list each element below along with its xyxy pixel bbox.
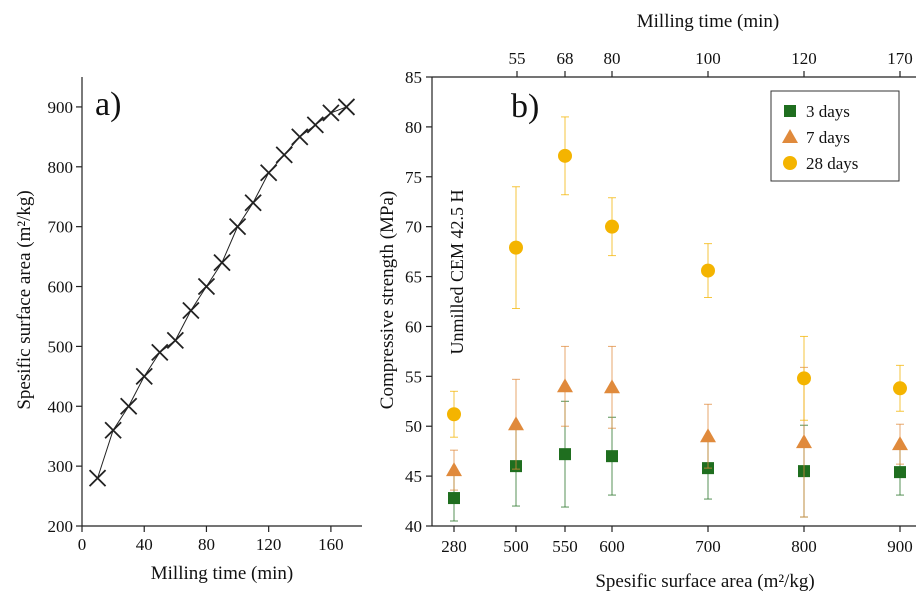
- panel-a-data-point: [104, 421, 122, 439]
- panel-a-series-line: [97, 106, 347, 479]
- panel-a-data-point: [275, 146, 293, 164]
- panel-b-data-point: [894, 466, 906, 479]
- panel-a-label: a): [95, 86, 121, 123]
- panel-b-data-point: [606, 450, 618, 463]
- panel-b-x-tick-label: 800: [791, 537, 817, 556]
- panel-b-chart: 40 45 50 55 60 65 70 75 80 85 280 500 550 600 700 800 90…: [377, 11, 916, 592]
- panel-b-data-point: [447, 407, 461, 422]
- panel-b-data-point: [605, 219, 619, 234]
- panel-a-data-point: [166, 331, 184, 350]
- panel-b-y-tick-label: 40: [405, 517, 422, 536]
- panel-b-y-tick-label: 60: [405, 317, 422, 336]
- panel-b-data-point: [559, 448, 571, 461]
- legend-marker: [782, 129, 798, 143]
- panel-a-data-point: [260, 164, 278, 182]
- panel-b-data-point: [604, 379, 620, 394]
- panel-a-y-axis-title: Spesific surface area (m²/kg): [14, 190, 35, 409]
- panel-b-data-point: [557, 378, 573, 393]
- panel-b-x-tick-label: 500: [503, 537, 529, 556]
- panel-a-data-point: [291, 128, 309, 146]
- panel-a-x-tick-label: 0: [78, 535, 87, 554]
- panel-b-data-point: [446, 462, 462, 477]
- panel-a-data-point: [337, 98, 356, 116]
- panel-b-top-tick-label: 100: [695, 49, 721, 68]
- panel-a-x-tick-label: 160: [318, 535, 344, 554]
- panel-a-x-tick-label: 40: [136, 535, 153, 554]
- legend-entry-label: 7 days: [806, 128, 850, 147]
- panel-b-x-tick-label: 900: [887, 537, 913, 556]
- panel-b-data-point: [892, 436, 908, 451]
- panel-a-data-point: [244, 194, 262, 212]
- panel-a-data-point: [228, 218, 247, 236]
- panel-a-y-tick-label: 300: [48, 457, 74, 476]
- panel-a-data-point: [151, 343, 169, 362]
- panel-a-y-tick-label: 200: [48, 517, 74, 536]
- panel-b-y-tick-label: 85: [405, 68, 422, 87]
- panel-a-y-tick-label: 900: [48, 98, 74, 117]
- panel-b-top-tick-label: 170: [887, 49, 913, 68]
- legend-marker: [783, 156, 797, 170]
- panel-a-x-axis-title: Milling time (min): [151, 563, 294, 584]
- panel-b-top-tick-label: 120: [791, 49, 817, 68]
- panel-b-y-tick-label: 55: [405, 367, 422, 386]
- panel-b-data-point: [893, 381, 907, 396]
- panel-a-y-tick-label: 600: [48, 278, 74, 297]
- panel-b-x-axis-title: Spesific surface area (m²/kg): [595, 571, 814, 592]
- panel-b-x-tick-label: 700: [695, 537, 721, 556]
- panel-b-data-point: [701, 263, 715, 278]
- panel-a-data-point: [197, 277, 216, 296]
- panel-b-y-tick-label: 80: [405, 118, 422, 137]
- panel-b-x-tick-label: 600: [599, 537, 625, 556]
- panel-b-data-point: [508, 416, 524, 431]
- panel-b-label: b): [511, 88, 539, 125]
- panel-a-y-tick-label: 700: [48, 218, 74, 237]
- panel-b-y-tick-label: 45: [405, 467, 422, 486]
- panel-b-y-axis-title: Compressive strength (MPa): [377, 191, 398, 409]
- panel-b-data-point: [448, 492, 460, 505]
- panel-b-y-tick-label: 75: [405, 168, 422, 187]
- panel-a-data-point: [182, 301, 200, 320]
- panel-a-y-tick-label: 800: [48, 158, 74, 177]
- panel-b-top-tick-label: 80: [604, 49, 621, 68]
- panel-a-data-point: [306, 116, 324, 134]
- legend-marker: [784, 105, 796, 117]
- panel-a-data-point: [120, 397, 138, 415]
- panel-a-x-tick-label: 120: [256, 535, 282, 554]
- panel-b-top-tick-label: 68: [557, 49, 574, 68]
- panel-b-data-point: [797, 371, 811, 386]
- panel-b-data-point: [796, 434, 812, 449]
- panel-b-data-point: [509, 240, 523, 255]
- panel-a-data-point: [88, 469, 107, 487]
- panel-b-top-axis-title: Milling time (min): [637, 11, 780, 32]
- panel-a-x-tick-label: 80: [198, 535, 215, 554]
- legend-entry-label: 3 days: [806, 102, 850, 121]
- panel-b-top-tick-label: 55: [509, 49, 526, 68]
- unmilled-cem-annotation: Unmilled CEM 42.5 H: [447, 190, 467, 355]
- panel-a-data-point: [213, 253, 231, 272]
- panel-a-data-point: [322, 104, 340, 122]
- panel-b-y-tick-label: 50: [405, 417, 422, 436]
- panel-b-data-point: [558, 148, 572, 163]
- panel-b-y-tick-label: 65: [405, 268, 422, 287]
- panel-a-y-tick-label: 400: [48, 397, 74, 416]
- panel-b-legend: 3 days 7 days 28 days: [770, 90, 900, 182]
- panel-a-y-tick-label: 500: [48, 337, 74, 356]
- panel-b-x-tick-label: 550: [552, 537, 578, 556]
- panel-a-chart: 0 40 80 120 160 200 300 400 500 600 700 800 900 a) M…: [14, 77, 362, 584]
- panel-a-data-point: [135, 367, 153, 385]
- panel-b-data-point: [700, 428, 716, 443]
- panel-b-x-tick-label: 280: [441, 537, 467, 556]
- legend-entry-label: 28 days: [806, 154, 858, 173]
- panel-b-y-tick-label: 70: [405, 218, 422, 237]
